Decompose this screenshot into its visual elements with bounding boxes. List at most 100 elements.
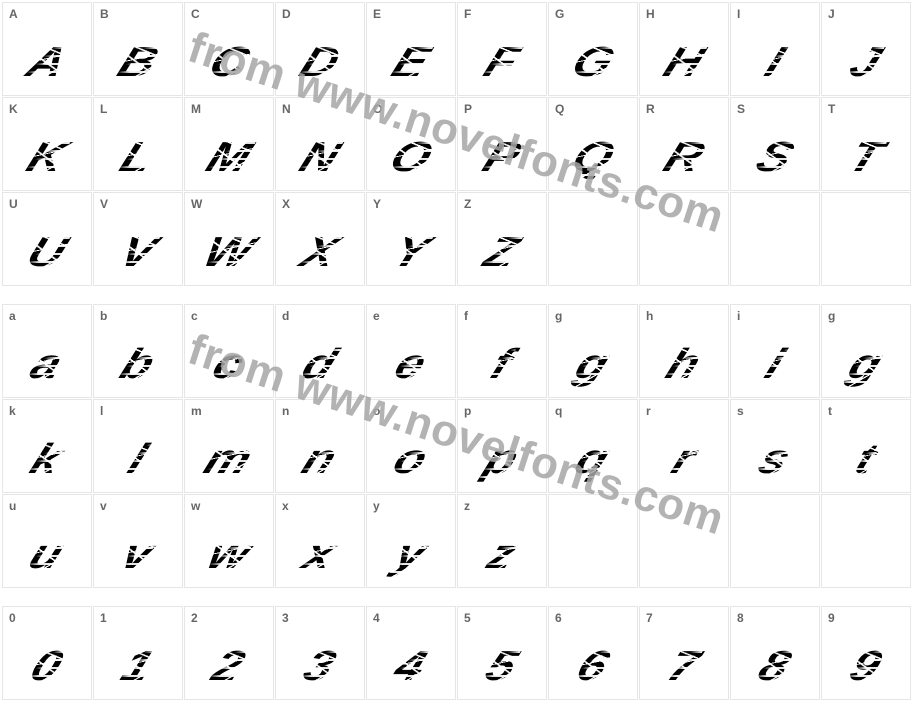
glyph-wrap: 0 — [3, 641, 91, 691]
glyph-cell: xx — [275, 494, 365, 588]
cell-label: w — [191, 499, 200, 513]
glyph-cell: dd — [275, 304, 365, 398]
glyph: B — [112, 41, 164, 83]
cell-label: N — [282, 102, 291, 116]
glyph: U — [21, 231, 73, 273]
glyph: 7 — [662, 645, 706, 687]
cell-label: m — [191, 404, 202, 418]
glyph-cell: ee — [366, 304, 456, 398]
cell-label: e — [373, 309, 380, 323]
glyph-cell — [821, 494, 911, 588]
cell-label: b — [100, 309, 107, 323]
glyph-cell: BB — [93, 2, 183, 96]
glyph-cell — [548, 494, 638, 588]
glyph-cell: qq — [548, 399, 638, 493]
glyph-grid: aabbccddeeffgghhiiggkkllmmnnooppqqrrsstt… — [2, 304, 909, 588]
glyph-wrap: k — [3, 434, 91, 484]
glyph-cell: VV — [93, 192, 183, 286]
glyph-cell — [730, 192, 820, 286]
glyph: D — [294, 41, 346, 83]
cell-label: 5 — [464, 611, 471, 625]
glyph-wrap: 6 — [549, 641, 637, 691]
glyph: 0 — [25, 645, 69, 687]
glyph-cell: oo — [366, 399, 456, 493]
glyph: J — [844, 41, 888, 83]
glyph-cell: JJ — [821, 2, 911, 96]
glyph-cell: QQ — [548, 97, 638, 191]
glyph-wrap: c — [185, 339, 273, 389]
glyph-wrap: G — [549, 37, 637, 87]
cell-label: 3 — [282, 611, 289, 625]
glyph: t — [849, 438, 882, 480]
glyph-cell: yy — [366, 494, 456, 588]
glyph-cell: LL — [93, 97, 183, 191]
cell-label: h — [646, 309, 653, 323]
glyph-cell: uu — [2, 494, 92, 588]
glyph: x — [298, 533, 342, 575]
glyph: K — [21, 136, 73, 178]
glyph-cell: TT — [821, 97, 911, 191]
glyph: 1 — [116, 645, 160, 687]
glyph: i — [760, 343, 790, 385]
glyph: n — [297, 438, 343, 480]
glyph-wrap: o — [367, 434, 455, 484]
cell-label: W — [191, 197, 202, 211]
glyph-wrap: h — [640, 339, 728, 389]
cell-label: f — [464, 309, 468, 323]
glyph: G — [566, 41, 621, 83]
glyph-wrap: P — [458, 132, 546, 182]
glyph: Z — [479, 231, 525, 273]
glyph-wrap: p — [458, 434, 546, 484]
glyph-wrap: q — [549, 434, 637, 484]
glyph-wrap: l — [94, 434, 182, 484]
glyph-cell: UU — [2, 192, 92, 286]
cell-label: Y — [373, 197, 381, 211]
glyph: 6 — [571, 645, 615, 687]
glyph-wrap: O — [367, 132, 455, 182]
glyph: a — [25, 343, 69, 385]
cell-label: 1 — [100, 611, 107, 625]
glyph: C — [203, 41, 255, 83]
cell-label: q — [555, 404, 562, 418]
glyph-cell: bb — [93, 304, 183, 398]
glyph: c — [207, 343, 251, 385]
glyph: A — [21, 41, 73, 83]
glyph-wrap: d — [276, 339, 364, 389]
cell-label: r — [646, 404, 651, 418]
glyph-wrap: w — [185, 529, 273, 579]
glyph-wrap: n — [276, 434, 364, 484]
cell-label: V — [100, 197, 108, 211]
cell-label: Z — [464, 197, 471, 211]
glyph-wrap: e — [367, 339, 455, 389]
cell-label: U — [9, 197, 18, 211]
glyph-cell: ZZ — [457, 192, 547, 286]
glyph-cell: GG — [548, 2, 638, 96]
glyph: w — [202, 533, 257, 575]
cell-label: K — [9, 102, 18, 116]
glyph-cell: PP — [457, 97, 547, 191]
glyph-grid: AABBCCDDEEFFGGHHIIJJKKLLMMNNOOPPQQRRSSTT… — [2, 2, 909, 286]
glyph-cell: kk — [2, 399, 92, 493]
glyph: V — [113, 231, 162, 273]
glyph: s — [753, 438, 797, 480]
glyph-cell: 22 — [184, 606, 274, 700]
glyph-wrap: N — [276, 132, 364, 182]
glyph: p — [479, 438, 525, 480]
glyph: T — [843, 136, 889, 178]
glyph-wrap: f — [458, 339, 546, 389]
glyph-cell: WW — [184, 192, 274, 286]
cell-label: k — [9, 404, 16, 418]
glyph: I — [760, 41, 790, 83]
glyph: Q — [566, 136, 621, 178]
glyph: 2 — [207, 645, 251, 687]
cell-label: s — [737, 404, 744, 418]
glyph-wrap: a — [3, 339, 91, 389]
glyph-cell: tt — [821, 399, 911, 493]
glyph: R — [658, 136, 710, 178]
glyph-wrap: B — [94, 37, 182, 87]
glyph-cell: pp — [457, 399, 547, 493]
glyph-wrap: W — [185, 227, 273, 277]
glyph: W — [198, 231, 261, 273]
glyph-wrap: L — [94, 132, 182, 182]
cell-label: z — [464, 499, 470, 513]
